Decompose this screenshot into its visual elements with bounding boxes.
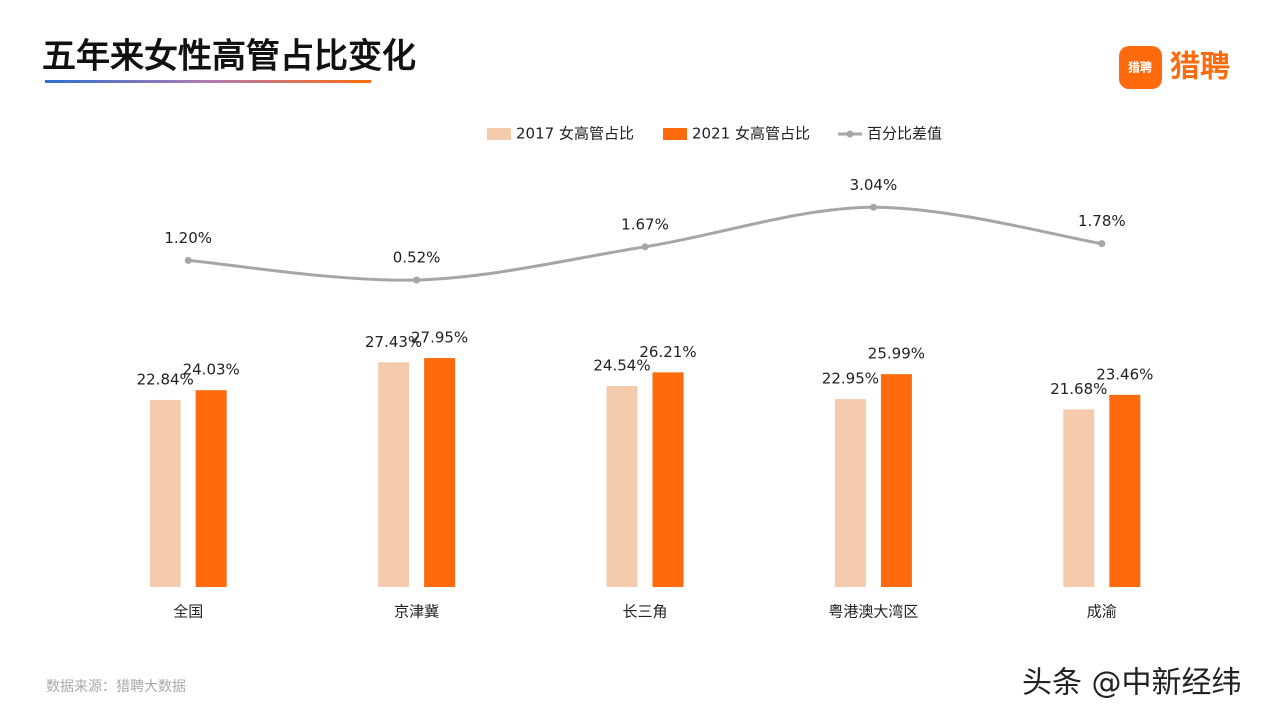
legend: 2017 女高管占比 2021 女高管占比 百分比差值	[487, 125, 942, 143]
chart-title: 五年来女性高管占比变化	[42, 37, 416, 77]
logo-text: 猎聘	[1170, 50, 1230, 85]
data-label: 27.95%	[411, 329, 468, 347]
title-underline	[45, 80, 371, 83]
bar	[834, 399, 866, 587]
bar	[424, 358, 456, 587]
legend-label: 2021 女高管占比	[692, 125, 810, 143]
bar	[1063, 409, 1095, 587]
data-label: 23.46%	[1096, 365, 1153, 383]
legend-label: 百分比差值	[867, 125, 942, 143]
logo-icon	[1119, 46, 1162, 89]
legend-marker	[846, 130, 854, 138]
bar	[378, 362, 410, 587]
bar	[1109, 394, 1141, 587]
bar	[652, 372, 684, 587]
legend-marker	[487, 128, 511, 140]
bar	[195, 390, 227, 587]
data-label: 3.04%	[850, 176, 898, 194]
data-label: 24.03%	[183, 361, 240, 379]
data-label: 25.99%	[868, 345, 925, 363]
line-point	[413, 276, 421, 284]
x-tick-label: 全国	[173, 603, 203, 621]
data-label: 21.68%	[1050, 380, 1107, 398]
data-label: 24.54%	[593, 357, 650, 375]
data-label: 26.21%	[639, 343, 696, 361]
data-label: 1.20%	[164, 229, 212, 247]
data-label: 22.84%	[137, 370, 194, 388]
bar	[880, 374, 912, 587]
line-point	[641, 243, 649, 251]
watermark: 头条 @中新经纬	[1022, 666, 1242, 701]
x-tick-label: 长三角	[622, 603, 667, 621]
source-note: 数据来源：猎聘大数据	[46, 679, 186, 695]
data-label: 27.43%	[365, 333, 422, 351]
bar	[149, 399, 181, 587]
x-tick-label: 京津冀	[394, 603, 439, 621]
bar	[606, 386, 638, 587]
x-tick-label: 成渝	[1087, 603, 1117, 621]
line-point	[1098, 240, 1106, 248]
x-tick-label: 粤港澳大湾区	[828, 603, 918, 621]
data-label: 22.95%	[822, 370, 879, 388]
line-point	[869, 203, 877, 211]
legend-marker	[663, 128, 687, 140]
data-label: 1.67%	[621, 215, 669, 233]
logo-icon-text: 猎聘	[1128, 60, 1152, 75]
data-label: 0.52%	[393, 248, 441, 266]
line-point	[184, 256, 192, 264]
legend-label: 2017 女高管占比	[516, 125, 634, 143]
data-label: 1.78%	[1078, 212, 1126, 230]
